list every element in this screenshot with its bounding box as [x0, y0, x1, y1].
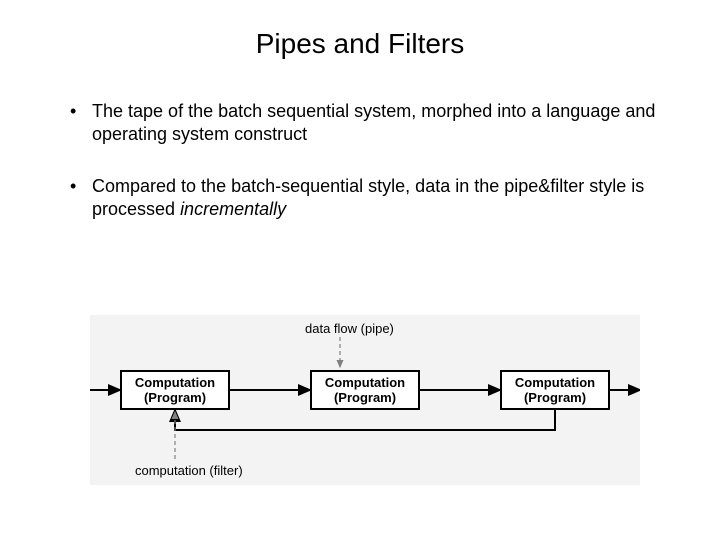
diagram: data flow (pipe) computation (filter) Co… — [90, 315, 640, 485]
bullet-text: The tape of the batch sequential system,… — [92, 101, 655, 144]
bullet-text-emph: incrementally — [180, 199, 286, 219]
label-dataflow: data flow (pipe) — [305, 321, 394, 336]
box-line1: Computation — [515, 375, 595, 390]
box-line2: (Program) — [334, 390, 396, 405]
box-line2: (Program) — [144, 390, 206, 405]
box-line2: (Program) — [524, 390, 586, 405]
computation-box-1: Computation (Program) — [120, 370, 230, 410]
bullet-item: Compared to the batch-sequential style, … — [70, 175, 680, 222]
computation-box-3: Computation (Program) — [500, 370, 610, 410]
computation-box-2: Computation (Program) — [310, 370, 420, 410]
label-computation: computation (filter) — [135, 463, 243, 478]
bullet-list: The tape of the batch sequential system,… — [70, 100, 680, 222]
box-line1: Computation — [325, 375, 405, 390]
box-line1: Computation — [135, 375, 215, 390]
page-title: Pipes and Filters — [0, 0, 720, 72]
bullet-item: The tape of the batch sequential system,… — [70, 100, 680, 147]
slide: Pipes and Filters The tape of the batch … — [0, 0, 720, 540]
bullet-text: Compared to the batch-sequential style, … — [92, 176, 644, 219]
